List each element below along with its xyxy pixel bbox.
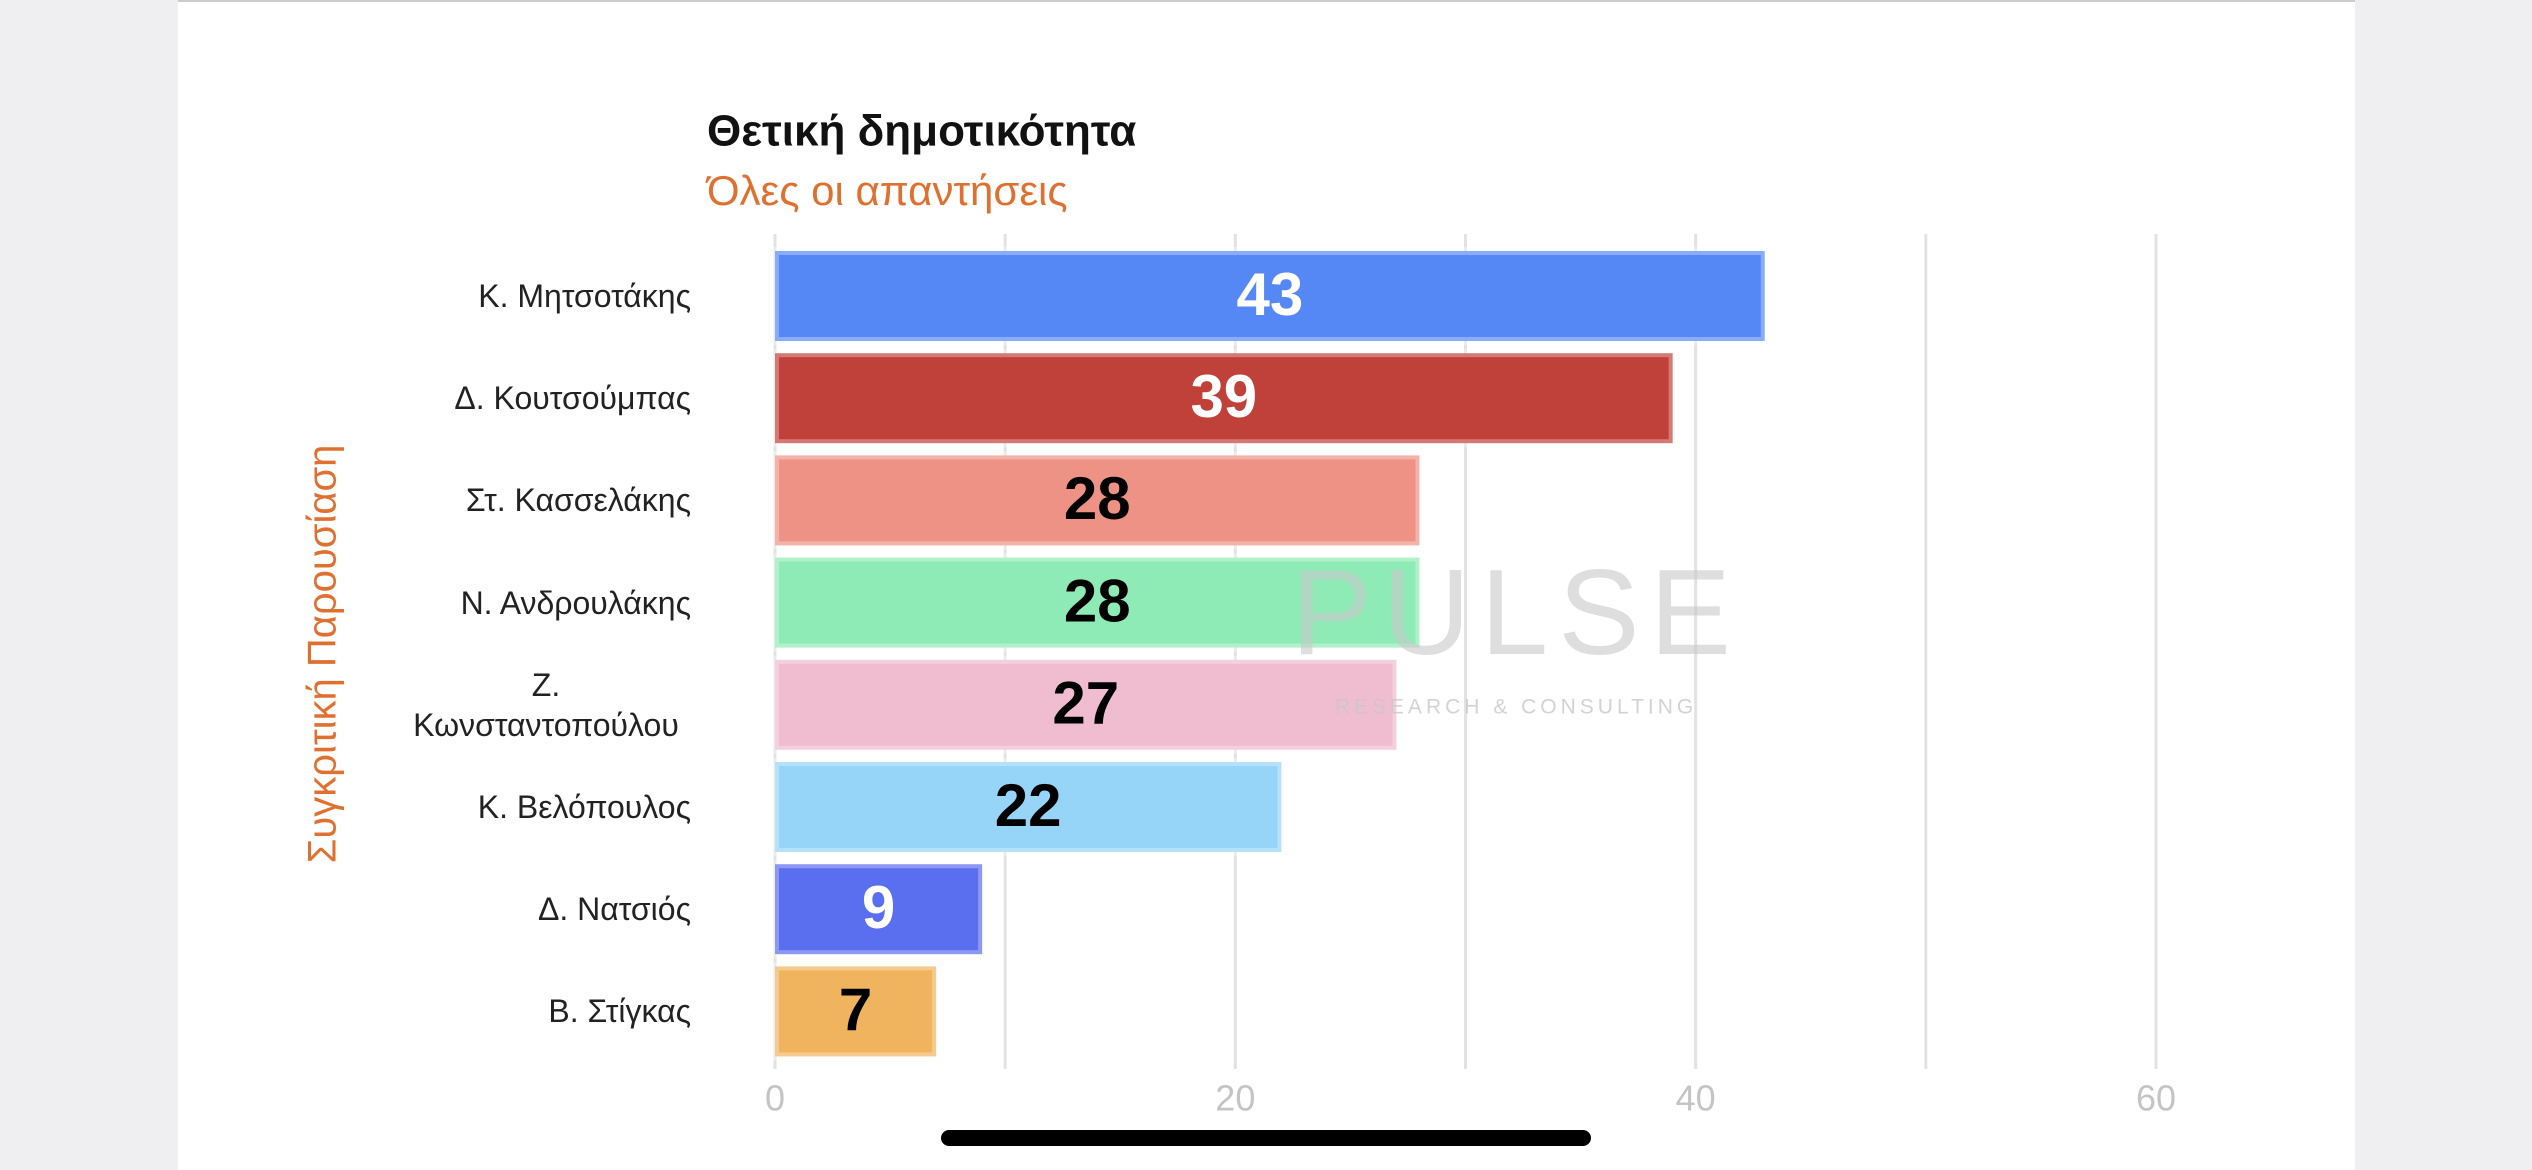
watermark-subtitle: RESEARCH & CONSULTING [1335,696,1698,719]
category-label: Στ. Κασσελάκης [465,482,691,519]
value-label: 27 [1052,670,1119,737]
category-label: Κ. Μητσοτάκης [478,278,691,314]
bar [771,247,1769,345]
value-label: 9 [862,874,895,941]
category-label: Ζ. Κωνσταντοπούλου [413,666,679,743]
category-label: Δ. Νατσιός [537,891,691,928]
chart-title: Θετική δημοτικότητα [707,107,1136,156]
bar [771,758,1286,856]
watermark-title: PULSE [1291,544,1741,680]
value-label: 28 [1064,567,1131,634]
value-label: 39 [1190,363,1257,430]
bar [771,655,1401,754]
bar [771,962,941,1061]
x-tick-label: 0 [765,1078,785,1119]
home-indicator [941,1130,1591,1146]
category-label: Κ. Βελόπουλος [477,789,691,825]
category-label: Β. Στίγκας [548,993,691,1030]
x-tick-label: 60 [2136,1078,2176,1119]
category-label: Δ. Κουτσούμπας [454,380,691,417]
value-label: 22 [995,772,1062,839]
value-label: 28 [1064,465,1131,532]
x-tick-label: 20 [1215,1078,1255,1119]
bar [771,451,1424,550]
value-label: 43 [1236,261,1303,328]
x-tick-label: 40 [1676,1078,1716,1119]
bar [771,349,1677,448]
y-axis-label: Συγκριτική Παρουσίαση [301,445,345,864]
bar [771,553,1424,652]
bar [771,860,987,959]
value-label: 7 [839,976,872,1043]
chart-subtitle: Όλες οι απαντήσεις [705,167,1068,214]
category-label: Ν. Ανδρουλάκης [460,584,691,621]
